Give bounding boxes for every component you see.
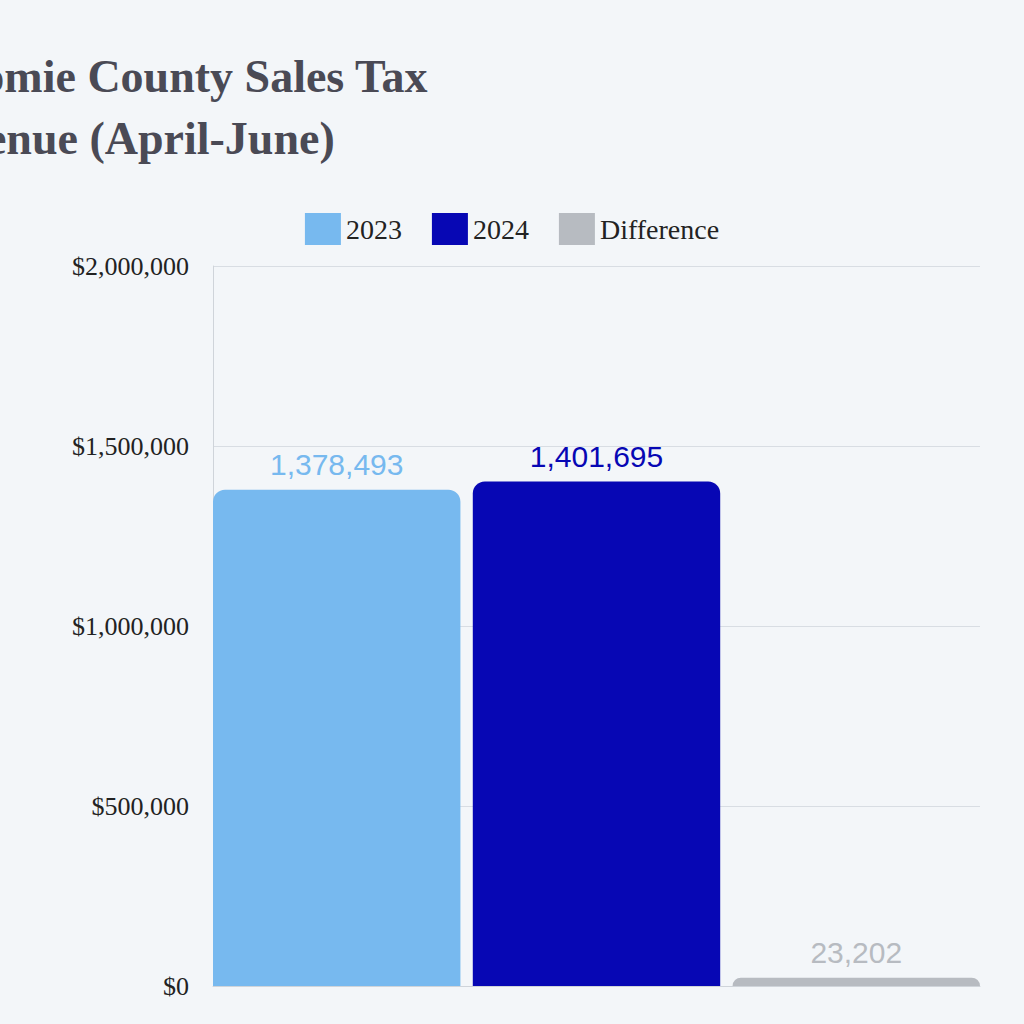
svg-text:Difference: Difference (600, 214, 719, 245)
svg-text:2024: 2024 (473, 214, 529, 245)
svg-text:Revenue (April-June): Revenue (April-June) (0, 113, 335, 164)
svg-text:2023: 2023 (346, 214, 402, 245)
svg-text:$500,000: $500,000 (92, 792, 190, 821)
svg-text:1,401,695: 1,401,695 (530, 440, 663, 473)
svg-text:$1,500,000: $1,500,000 (72, 432, 189, 461)
svg-text:$2,000,000: $2,000,000 (72, 252, 189, 281)
svg-text:Pottawatomie County Sales Tax: Pottawatomie County Sales Tax (0, 51, 439, 102)
svg-text:$1,000,000: $1,000,000 (72, 612, 189, 641)
svg-text:23,202: 23,202 (810, 936, 902, 969)
svg-text:1,378,493: 1,378,493 (270, 448, 403, 481)
svg-text:$0: $0 (163, 972, 189, 1001)
